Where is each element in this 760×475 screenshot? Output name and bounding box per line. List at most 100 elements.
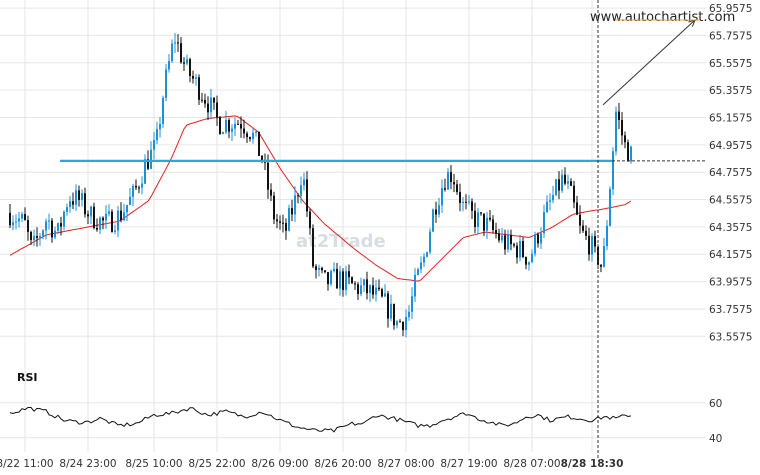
candle-body bbox=[51, 220, 53, 238]
y-tick-label: 64.7575 bbox=[709, 167, 752, 179]
candle-body bbox=[348, 271, 350, 278]
candle-body bbox=[573, 185, 575, 203]
candle-body bbox=[138, 187, 140, 189]
candle-body bbox=[507, 235, 509, 250]
candle-body bbox=[165, 69, 167, 98]
ghost-logo: at2Trade bbox=[296, 231, 386, 252]
candle-body bbox=[39, 236, 41, 238]
rsi-panel: RSI bbox=[9, 371, 632, 433]
candle-body bbox=[18, 218, 20, 222]
candle-body bbox=[579, 214, 581, 226]
candle-body bbox=[252, 132, 254, 139]
candle-body bbox=[408, 311, 410, 318]
candle-body bbox=[456, 184, 458, 193]
candle-body bbox=[285, 223, 287, 231]
candle-body bbox=[462, 201, 464, 203]
candle-body bbox=[591, 236, 593, 255]
candle-body bbox=[618, 111, 620, 121]
candle-body bbox=[405, 317, 407, 331]
candle-body bbox=[627, 142, 629, 162]
candle-body bbox=[69, 201, 71, 208]
candle-body bbox=[84, 193, 86, 215]
candle-body bbox=[444, 188, 446, 190]
candle-body bbox=[336, 268, 338, 289]
candle-body bbox=[246, 133, 248, 138]
candle-body bbox=[360, 285, 362, 294]
x-tick-label: 8/22 11:00 bbox=[0, 458, 54, 470]
x-tick-label: 8/26 09:00 bbox=[251, 458, 308, 470]
candle-body bbox=[129, 196, 131, 205]
candle-body bbox=[567, 181, 569, 184]
candle-body bbox=[111, 211, 113, 232]
x-tick-label: 8/27 08:00 bbox=[377, 458, 434, 470]
candle-body bbox=[153, 140, 155, 150]
candle-body bbox=[543, 212, 545, 234]
candle-body bbox=[594, 236, 596, 247]
candle-body bbox=[99, 217, 101, 230]
candle-body bbox=[378, 287, 380, 290]
candle-body bbox=[135, 185, 137, 188]
candle-body bbox=[282, 222, 284, 224]
candle-body bbox=[450, 172, 452, 183]
y-axis: 65.9575 65.7575 65.5575 65.3575 65.1575 64.95… bbox=[709, 3, 752, 445]
candle-body bbox=[132, 185, 134, 197]
y-tick-label: 65.3575 bbox=[709, 85, 752, 97]
candle-body bbox=[453, 182, 455, 185]
candle-body bbox=[231, 128, 233, 132]
candle-body bbox=[126, 204, 128, 213]
y-tick-label: 63.9575 bbox=[709, 277, 752, 289]
candle-body bbox=[207, 103, 209, 113]
candle-body bbox=[609, 189, 611, 226]
candle-body bbox=[615, 111, 617, 152]
candle-body bbox=[519, 240, 521, 258]
candle-body bbox=[222, 132, 224, 135]
candle-body bbox=[402, 321, 404, 331]
candle-body bbox=[303, 179, 305, 186]
candle-body bbox=[183, 62, 185, 64]
candle-body bbox=[498, 233, 500, 241]
candle-body bbox=[411, 296, 413, 312]
candle-body bbox=[57, 223, 59, 231]
candle-body bbox=[537, 234, 539, 244]
candle-body bbox=[198, 77, 200, 100]
ghost-logo-text: at2Trade bbox=[296, 231, 386, 252]
candle-body bbox=[630, 146, 632, 162]
candle-body bbox=[72, 201, 74, 205]
candle-body bbox=[105, 213, 107, 221]
candle-body bbox=[33, 236, 35, 241]
ma-line bbox=[9, 115, 632, 282]
candle-body bbox=[102, 217, 104, 221]
candle-body bbox=[426, 252, 428, 257]
candle-body bbox=[306, 179, 308, 212]
candle-body bbox=[255, 131, 257, 133]
candle-body bbox=[480, 212, 482, 214]
x-tick-label: 8/28 07:00 bbox=[503, 458, 560, 470]
candle-body bbox=[324, 270, 326, 273]
candle-body bbox=[576, 202, 578, 215]
moving-average bbox=[9, 115, 632, 282]
candle-body bbox=[300, 185, 302, 196]
candle-body bbox=[186, 59, 188, 64]
watermark: www.autochartist.com bbox=[590, 10, 735, 25]
candle-body bbox=[417, 269, 419, 275]
candle-body bbox=[504, 235, 506, 250]
candle-body bbox=[225, 120, 227, 133]
candle-body bbox=[342, 271, 344, 290]
candle-body bbox=[216, 102, 218, 118]
candle-body bbox=[36, 236, 38, 238]
projection-arrow bbox=[602, 19, 696, 106]
candle-body bbox=[114, 230, 116, 232]
candle-body bbox=[546, 201, 548, 213]
candle-body bbox=[195, 77, 197, 79]
candle-body bbox=[48, 220, 50, 222]
candle-body bbox=[489, 217, 491, 220]
candle-body bbox=[168, 61, 170, 70]
candle-body bbox=[96, 228, 98, 230]
candle-body bbox=[60, 223, 62, 227]
y-tick-label: 63.5575 bbox=[709, 331, 752, 343]
candle-body bbox=[159, 124, 161, 130]
candle-body bbox=[552, 195, 554, 201]
candle-body bbox=[624, 135, 626, 143]
candle-body bbox=[582, 225, 584, 231]
candle-body bbox=[312, 228, 314, 267]
